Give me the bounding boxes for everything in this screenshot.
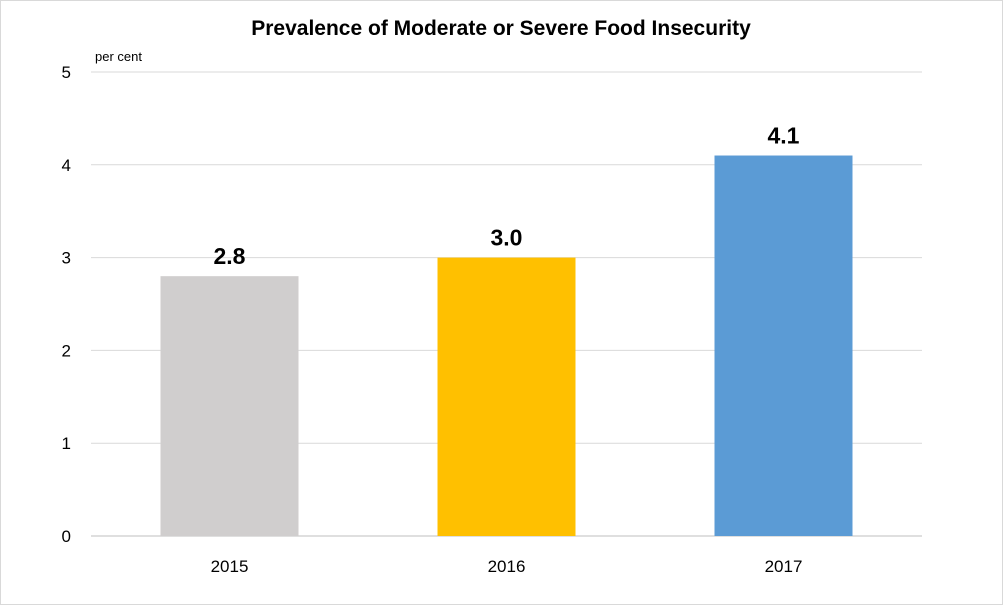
data-label-2015: 2.8 bbox=[214, 243, 246, 269]
bar-2016 bbox=[437, 257, 576, 536]
x-axis-ticks: 2015 2016 2017 bbox=[211, 557, 803, 576]
x-tick-label: 2015 bbox=[211, 557, 249, 576]
bar-2015 bbox=[160, 276, 299, 536]
y-tick-label: 4 bbox=[62, 156, 71, 175]
y-tick-label: 5 bbox=[62, 63, 71, 82]
y-axis-ticks: 0 1 2 3 4 5 bbox=[62, 63, 71, 546]
data-labels: 2.8 3.0 4.1 bbox=[214, 123, 800, 270]
bars bbox=[160, 155, 853, 536]
x-tick-label: 2016 bbox=[488, 557, 526, 576]
y-tick-label: 2 bbox=[62, 341, 71, 360]
y-tick-label: 3 bbox=[62, 249, 71, 268]
chart-title: Prevalence of Moderate or Severe Food In… bbox=[251, 17, 751, 40]
bar-2017 bbox=[714, 155, 853, 536]
y-tick-label: 0 bbox=[62, 527, 71, 546]
y-tick-label: 1 bbox=[62, 434, 71, 453]
data-label-2016: 3.0 bbox=[491, 225, 523, 251]
x-tick-label: 2017 bbox=[765, 557, 803, 576]
y-axis-unit-label: per cent bbox=[95, 49, 142, 64]
data-label-2017: 4.1 bbox=[768, 123, 800, 149]
